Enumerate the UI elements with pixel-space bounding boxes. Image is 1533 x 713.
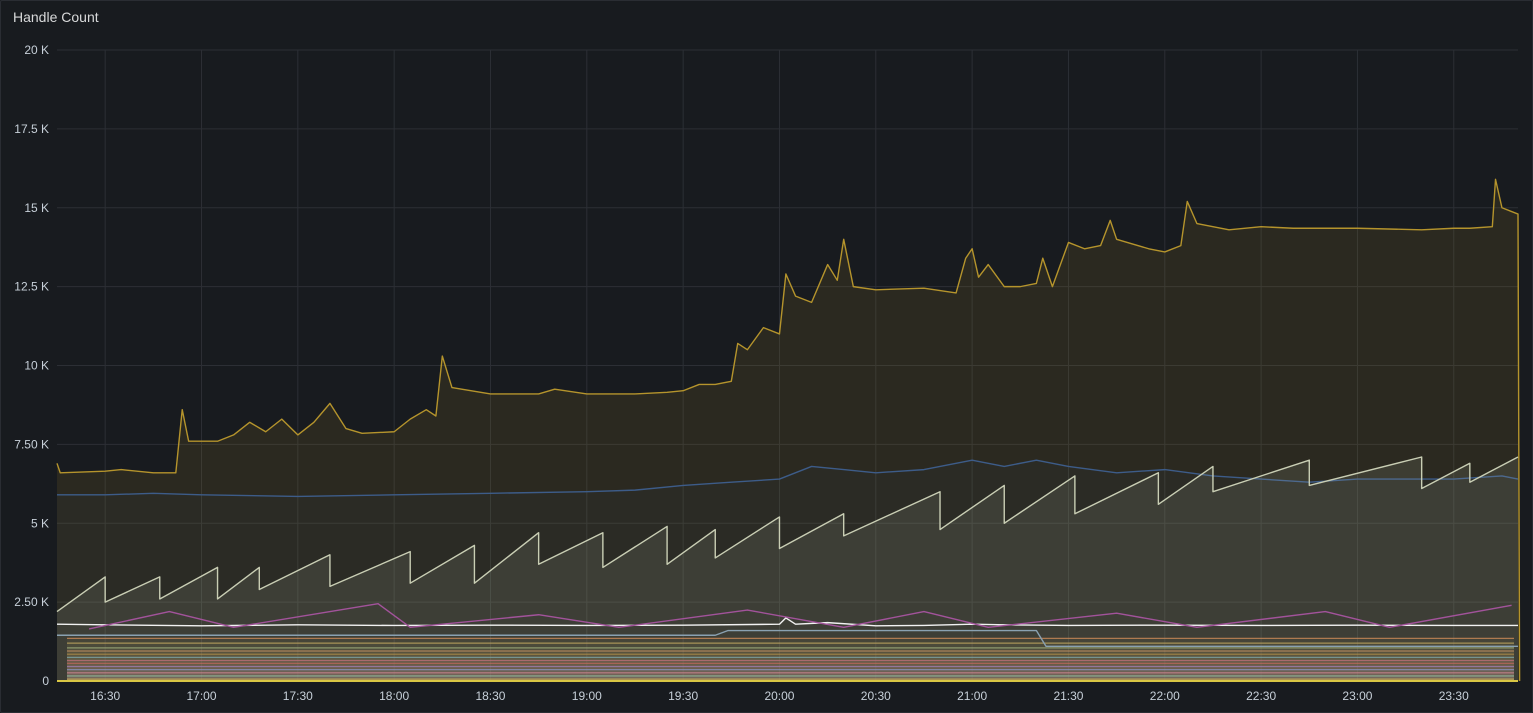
x-tick-label: 21:00 (957, 689, 987, 703)
x-tick-label: 18:00 (379, 689, 409, 703)
x-tick-label: 23:30 (1439, 689, 1469, 703)
x-tick-label: 18:30 (475, 689, 505, 703)
y-tick-label: 0 (42, 674, 49, 688)
panel-title[interactable]: Handle Count (13, 9, 99, 25)
series-area (57, 179, 1520, 682)
x-tick-label: 16:30 (90, 689, 120, 703)
series-line (57, 629, 1518, 647)
series-line (56, 178, 1521, 682)
band-area (67, 638, 1514, 681)
series-line (57, 459, 1519, 498)
x-axis-ticks: 16:30 17:00 17:30 18:00 18:30 19:00 19:30 20:00… (90, 689, 1469, 703)
x-tick-label: 19:30 (668, 689, 698, 703)
x-tick-label: 20:00 (764, 689, 794, 703)
x-tick-label: 22:00 (1150, 689, 1180, 703)
x-tick-label: 21:30 (1053, 689, 1083, 703)
y-tick-label: 2.50 K (14, 595, 49, 609)
y-tick-label: 12.5 K (14, 280, 49, 294)
y-tick-label: 10 K (24, 359, 49, 373)
y-axis-ticks: 0 2.50 K 5 K 7.50 K 10 K 12.5 K 15 K 17.5 K 20 K (14, 43, 49, 688)
x-tick-label: 19:00 (572, 689, 602, 703)
series-line (88, 603, 1512, 630)
grid-lines (57, 49, 1518, 682)
y-tick-label: 5 K (31, 516, 49, 530)
x-tick-label: 22:30 (1246, 689, 1276, 703)
series-group (56, 178, 1521, 682)
y-tick-label: 17.5 K (14, 122, 49, 136)
x-tick-label: 23:00 (1342, 689, 1372, 703)
x-tick-label: 17:30 (283, 689, 313, 703)
band-area (67, 663, 1514, 681)
y-tick-label: 7.50 K (14, 437, 49, 451)
x-tick-label: 20:30 (861, 689, 891, 703)
x-tick-label: 17:00 (186, 689, 216, 703)
series-line (56, 456, 1519, 613)
band-area (67, 643, 1514, 681)
y-tick-label: 15 K (24, 201, 49, 215)
band-area (67, 675, 1514, 681)
band-area (67, 669, 1514, 681)
y-tick-label: 20 K (24, 43, 49, 57)
band-area (67, 672, 1514, 681)
